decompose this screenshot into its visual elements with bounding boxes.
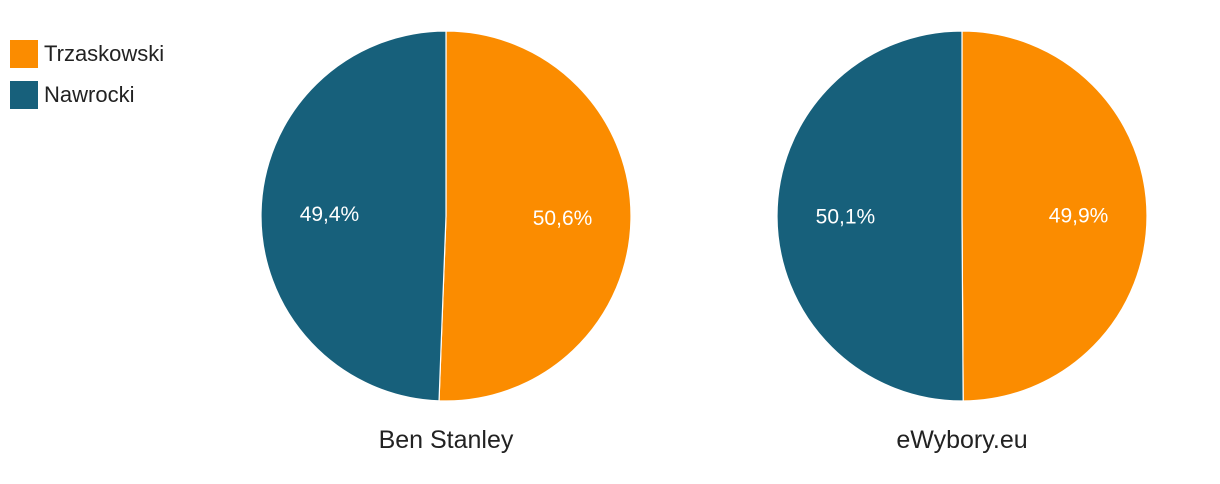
pie-slice-nawrocki xyxy=(260,30,447,402)
slice-label-nawrocki: 49,4% xyxy=(300,203,360,226)
legend-item-trzaskowski: Trzaskowski xyxy=(10,40,164,68)
legend-item-nawrocki: Nawrocki xyxy=(10,81,164,109)
pie-title: eWybory.eu xyxy=(896,426,1027,454)
slice-label-trzaskowski: 49,9% xyxy=(1049,205,1109,228)
pie-title: Ben Stanley xyxy=(379,426,514,454)
pie-slice-trzaskowski xyxy=(438,30,632,402)
pie-slice-nawrocki xyxy=(776,30,964,402)
slice-label-trzaskowski: 50,6% xyxy=(533,207,593,230)
legend-swatch-trzaskowski xyxy=(10,40,38,68)
pie-ben-stanley: 50,6% 49,4% Ben Stanley xyxy=(260,30,632,454)
legend-label-trzaskowski: Trzaskowski xyxy=(44,41,165,66)
legend: Trzaskowski Nawrocki xyxy=(10,40,164,122)
pie-ewybory: 49,9% 50,1% eWybory.eu xyxy=(776,30,1148,454)
slice-label-nawrocki: 50,1% xyxy=(816,205,876,228)
legend-label-nawrocki: Nawrocki xyxy=(44,82,135,107)
pie-slice-trzaskowski xyxy=(961,30,1148,402)
legend-swatch-nawrocki xyxy=(10,81,38,109)
